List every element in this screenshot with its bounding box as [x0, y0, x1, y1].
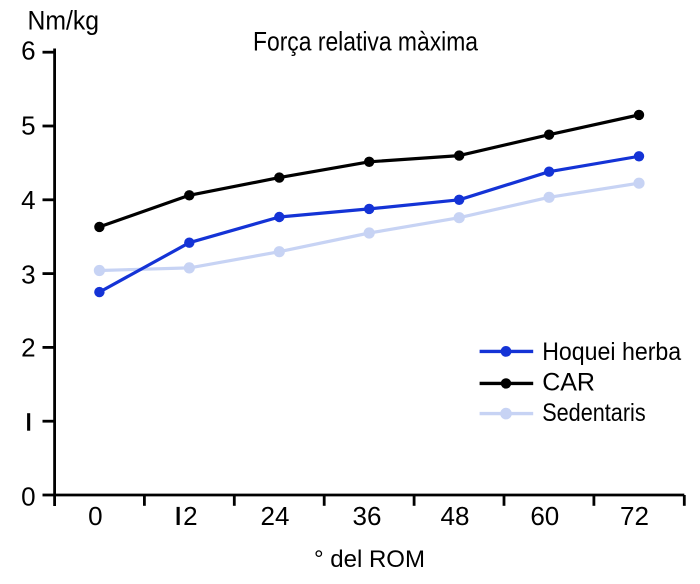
svg-text:3: 3 [21, 259, 35, 289]
svg-text:2: 2 [21, 333, 35, 363]
svg-text:48: 48 [440, 501, 469, 531]
svg-text:0: 0 [88, 501, 102, 531]
svg-text:Nm/kg: Nm/kg [28, 6, 100, 36]
svg-text:60: 60 [530, 501, 559, 531]
svg-text:5: 5 [21, 111, 35, 141]
svg-text:CAR: CAR [542, 369, 595, 397]
svg-text:36: 36 [352, 501, 381, 531]
svg-text:Hoquei herba: Hoquei herba [542, 338, 681, 366]
svg-text:4: 4 [21, 185, 35, 215]
svg-text:2: 2 [183, 501, 197, 531]
svg-text:Sedentaris: Sedentaris [542, 399, 646, 427]
svg-text:° del ROM: ° del ROM [314, 546, 425, 573]
svg-text:72: 72 [620, 501, 649, 531]
svg-text:0: 0 [21, 481, 35, 511]
svg-text:24: 24 [260, 501, 289, 531]
svg-text:6: 6 [21, 35, 35, 65]
svg-text:Força relativa màxima: Força relativa màxima [253, 27, 479, 57]
